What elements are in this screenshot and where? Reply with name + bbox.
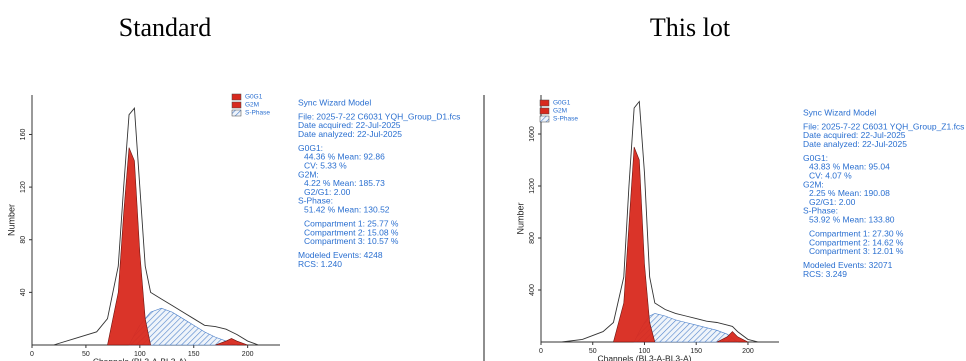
series-area: [215, 338, 248, 346]
info-line: Date analyzed: 22-Jul-2025: [803, 139, 907, 149]
x-tick-label: 200: [242, 351, 254, 358]
info-line: Modeled Events: 4248: [298, 250, 383, 260]
y-tick-label: 1200: [529, 178, 536, 194]
info-line: 53.92 % Mean: 133.80: [809, 214, 895, 224]
y-axis-label: Number: [6, 204, 16, 236]
series-area: [716, 331, 749, 343]
total-curve: [53, 106, 259, 346]
legend-label: G0G1: [245, 94, 263, 101]
info-line: G2/G1: 2.00: [304, 187, 351, 197]
series-area: [107, 147, 151, 346]
info-line: Date acquired: 22-Jul-2025: [803, 130, 906, 140]
info-line: CV: 4.07 %: [809, 170, 852, 180]
x-tick-label: 0: [539, 348, 543, 355]
info-line: File: 2025-7-22 C6031 YQH_Group_D1.fcs: [298, 111, 460, 121]
info-line: Compartment 3: 10.57 %: [304, 236, 399, 246]
info-line: 51.42 % Mean: 130.52: [304, 204, 390, 214]
legend-label: S-Phase: [245, 110, 270, 117]
panel-title: Standard: [119, 13, 211, 42]
info-line: Compartment 2: 15.08 %: [304, 227, 399, 237]
y-tick-label: 80: [20, 236, 27, 244]
x-tick-label: 0: [30, 351, 34, 358]
y-tick-label: 120: [20, 181, 27, 193]
info-line: Sync Wizard Model: [803, 107, 876, 117]
info-line: Compartment 2: 14.62 %: [809, 237, 904, 247]
legend-swatch: [539, 107, 550, 115]
info-line: S-Phase:: [298, 196, 333, 206]
info-line: G2M:: [298, 169, 319, 179]
info-line: Date acquired: 22-Jul-2025: [298, 120, 401, 130]
x-tick-label: 100: [134, 351, 146, 358]
info-line: G0G1:: [298, 143, 323, 153]
y-tick-label: 400: [529, 284, 536, 296]
info-line: Date analyzed: 22-Jul-2025: [298, 129, 402, 139]
legend-swatch: [231, 93, 242, 101]
x-tick-label: 150: [690, 348, 702, 355]
legend-swatch: [231, 101, 242, 109]
x-tick-label: 50: [589, 348, 597, 355]
legend-label: G0G1: [553, 100, 571, 107]
info-line: 4.22 % Mean: 185.73: [304, 178, 385, 188]
info-line: RCS: 1.240: [298, 259, 342, 269]
info-line: Compartment 3: 12.01 %: [809, 246, 904, 256]
info-line: File: 2025-7-22 C6031 YQH_Group_Z1.fcs: [803, 121, 964, 131]
info-line: 44.36 % Mean: 92.86: [304, 152, 385, 162]
info-line: G0G1:: [803, 153, 828, 163]
y-tick-label: 160: [20, 129, 27, 141]
y-tick-label: 40: [20, 288, 27, 296]
legend-label: G2M: [553, 108, 567, 115]
legend-swatch: [231, 109, 242, 117]
y-tick-label: 800: [529, 232, 536, 244]
info-line: G2M:: [803, 179, 824, 189]
panel-title: This lot: [650, 13, 731, 42]
info-line: Compartment 1: 25.77 %: [304, 218, 399, 228]
info-line: S-Phase:: [803, 206, 838, 216]
x-tick-label: 50: [82, 351, 90, 358]
x-tick-label: 150: [188, 351, 200, 358]
legend-label: S-Phase: [553, 116, 578, 123]
x-axis-label: Channels (BL3-A-BL3-A): [597, 353, 691, 361]
y-tick-label: 1600: [529, 126, 536, 142]
legend-swatch: [539, 115, 550, 123]
x-tick-label: 100: [639, 348, 651, 355]
info-line: 2.25 % Mean: 190.08: [809, 188, 890, 198]
legend-label: G2M: [245, 102, 259, 109]
y-axis-label: Number: [515, 202, 525, 234]
series-area: [613, 146, 656, 343]
x-tick-label: 200: [742, 348, 754, 355]
info-line: 43.83 % Mean: 95.04: [809, 162, 890, 172]
info-line: Compartment 1: 27.30 %: [809, 228, 904, 238]
total-curve: [561, 100, 759, 343]
legend-swatch: [539, 99, 550, 107]
info-line: Modeled Events: 32071: [803, 260, 893, 270]
info-line: G2/G1: 2.00: [809, 197, 856, 207]
x-axis-label: Channels (BL3-A-BL3-A): [93, 356, 187, 361]
info-line: RCS: 3.249: [803, 269, 847, 279]
info-line: Sync Wizard Model: [298, 97, 371, 107]
info-line: CV: 5.33 %: [304, 160, 347, 170]
